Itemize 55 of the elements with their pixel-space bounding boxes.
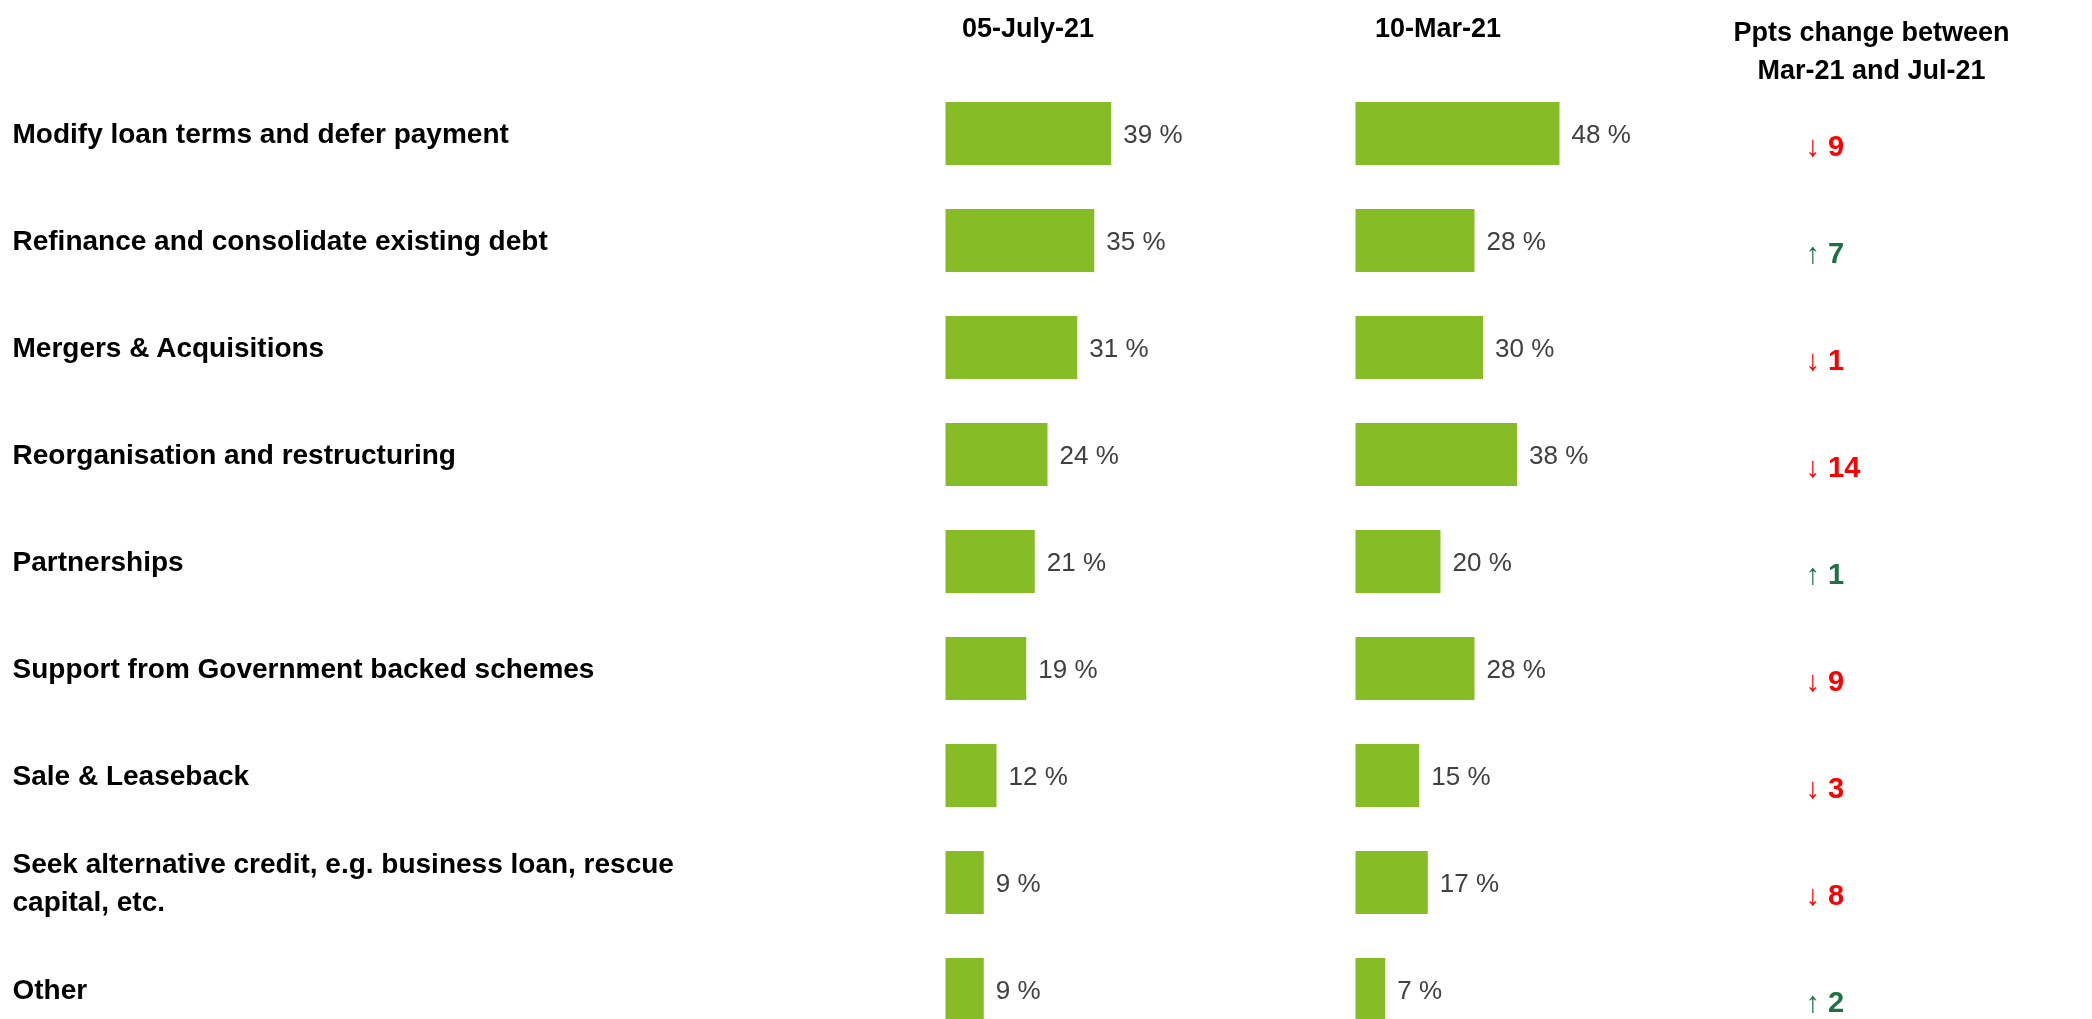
text: ↓ 3 [1805, 772, 1845, 805]
bar [1355, 743, 1420, 808]
data-label: 48 % [1571, 118, 1631, 149]
bar [945, 422, 1048, 487]
bar [945, 529, 1035, 594]
text: ↓ 9 [1805, 665, 1845, 698]
y-tick-label: Other [12, 974, 88, 1005]
y-tick-label: Sale & Leaseback [12, 760, 250, 791]
y-tick-label: Seek alternative credit, e.g. business loan, rescue capital, etc. [12, 848, 674, 917]
bar [1355, 529, 1441, 594]
text: ↓ 1 [1805, 344, 1845, 377]
bar [945, 208, 1095, 273]
y-tick-label: Partnerships [12, 546, 184, 577]
data-label: 28 % [1486, 653, 1546, 684]
text: ↑ 2 [1805, 986, 1845, 1019]
y-tick-label: Reorganisation and restructuring [12, 439, 456, 470]
bar [1355, 101, 1560, 166]
text: ↓ 8 [1805, 879, 1845, 912]
data-label: 21 % [1046, 546, 1107, 577]
data-label: 19 % [1038, 653, 1098, 684]
data-label: 9 % [995, 867, 1041, 898]
data-label: 9 % [995, 974, 1041, 1005]
data-label: 24 % [1059, 439, 1119, 470]
data-label: 17 % [1439, 867, 1500, 898]
bar [1355, 315, 1483, 380]
bar [1355, 850, 1428, 915]
bar [945, 636, 1027, 701]
text: Ppts change between Mar-21 and Jul-21 [1733, 17, 2010, 85]
chart-title: 10-Mar-21 [1374, 12, 1502, 43]
data-label: 15 % [1431, 760, 1491, 791]
text: ↓ 14 [1805, 451, 1861, 484]
data-label: 20 % [1452, 546, 1512, 577]
bar [945, 743, 997, 808]
bar [1355, 208, 1475, 273]
data-label: 7 % [1397, 974, 1443, 1005]
data-label: 12 % [1008, 760, 1068, 791]
data-label: 30 % [1495, 332, 1555, 363]
data-label: 38 % [1529, 439, 1589, 470]
text: ↑ 1 [1805, 558, 1845, 591]
data-label: 31 % [1089, 332, 1149, 363]
chart-title: 05-July-21 [961, 12, 1095, 43]
bar [945, 315, 1078, 380]
bar [945, 101, 1112, 166]
data-label: 28 % [1486, 225, 1546, 256]
data-label: 35 % [1106, 225, 1166, 256]
data-label: 39 % [1123, 118, 1183, 149]
text: ↑ 7 [1805, 237, 1845, 270]
y-tick-label: Support from Government backed schemes [12, 653, 595, 684]
text: ↓ 9 [1805, 130, 1845, 163]
bar [1355, 422, 1517, 487]
y-tick-label: Refinance and consolidate existing debt [12, 225, 548, 256]
y-tick-label: Mergers & Acquisitions [12, 332, 325, 363]
y-tick-label: Modify loan terms and defer payment [12, 118, 509, 149]
bar [945, 850, 984, 915]
bar [1355, 636, 1475, 701]
